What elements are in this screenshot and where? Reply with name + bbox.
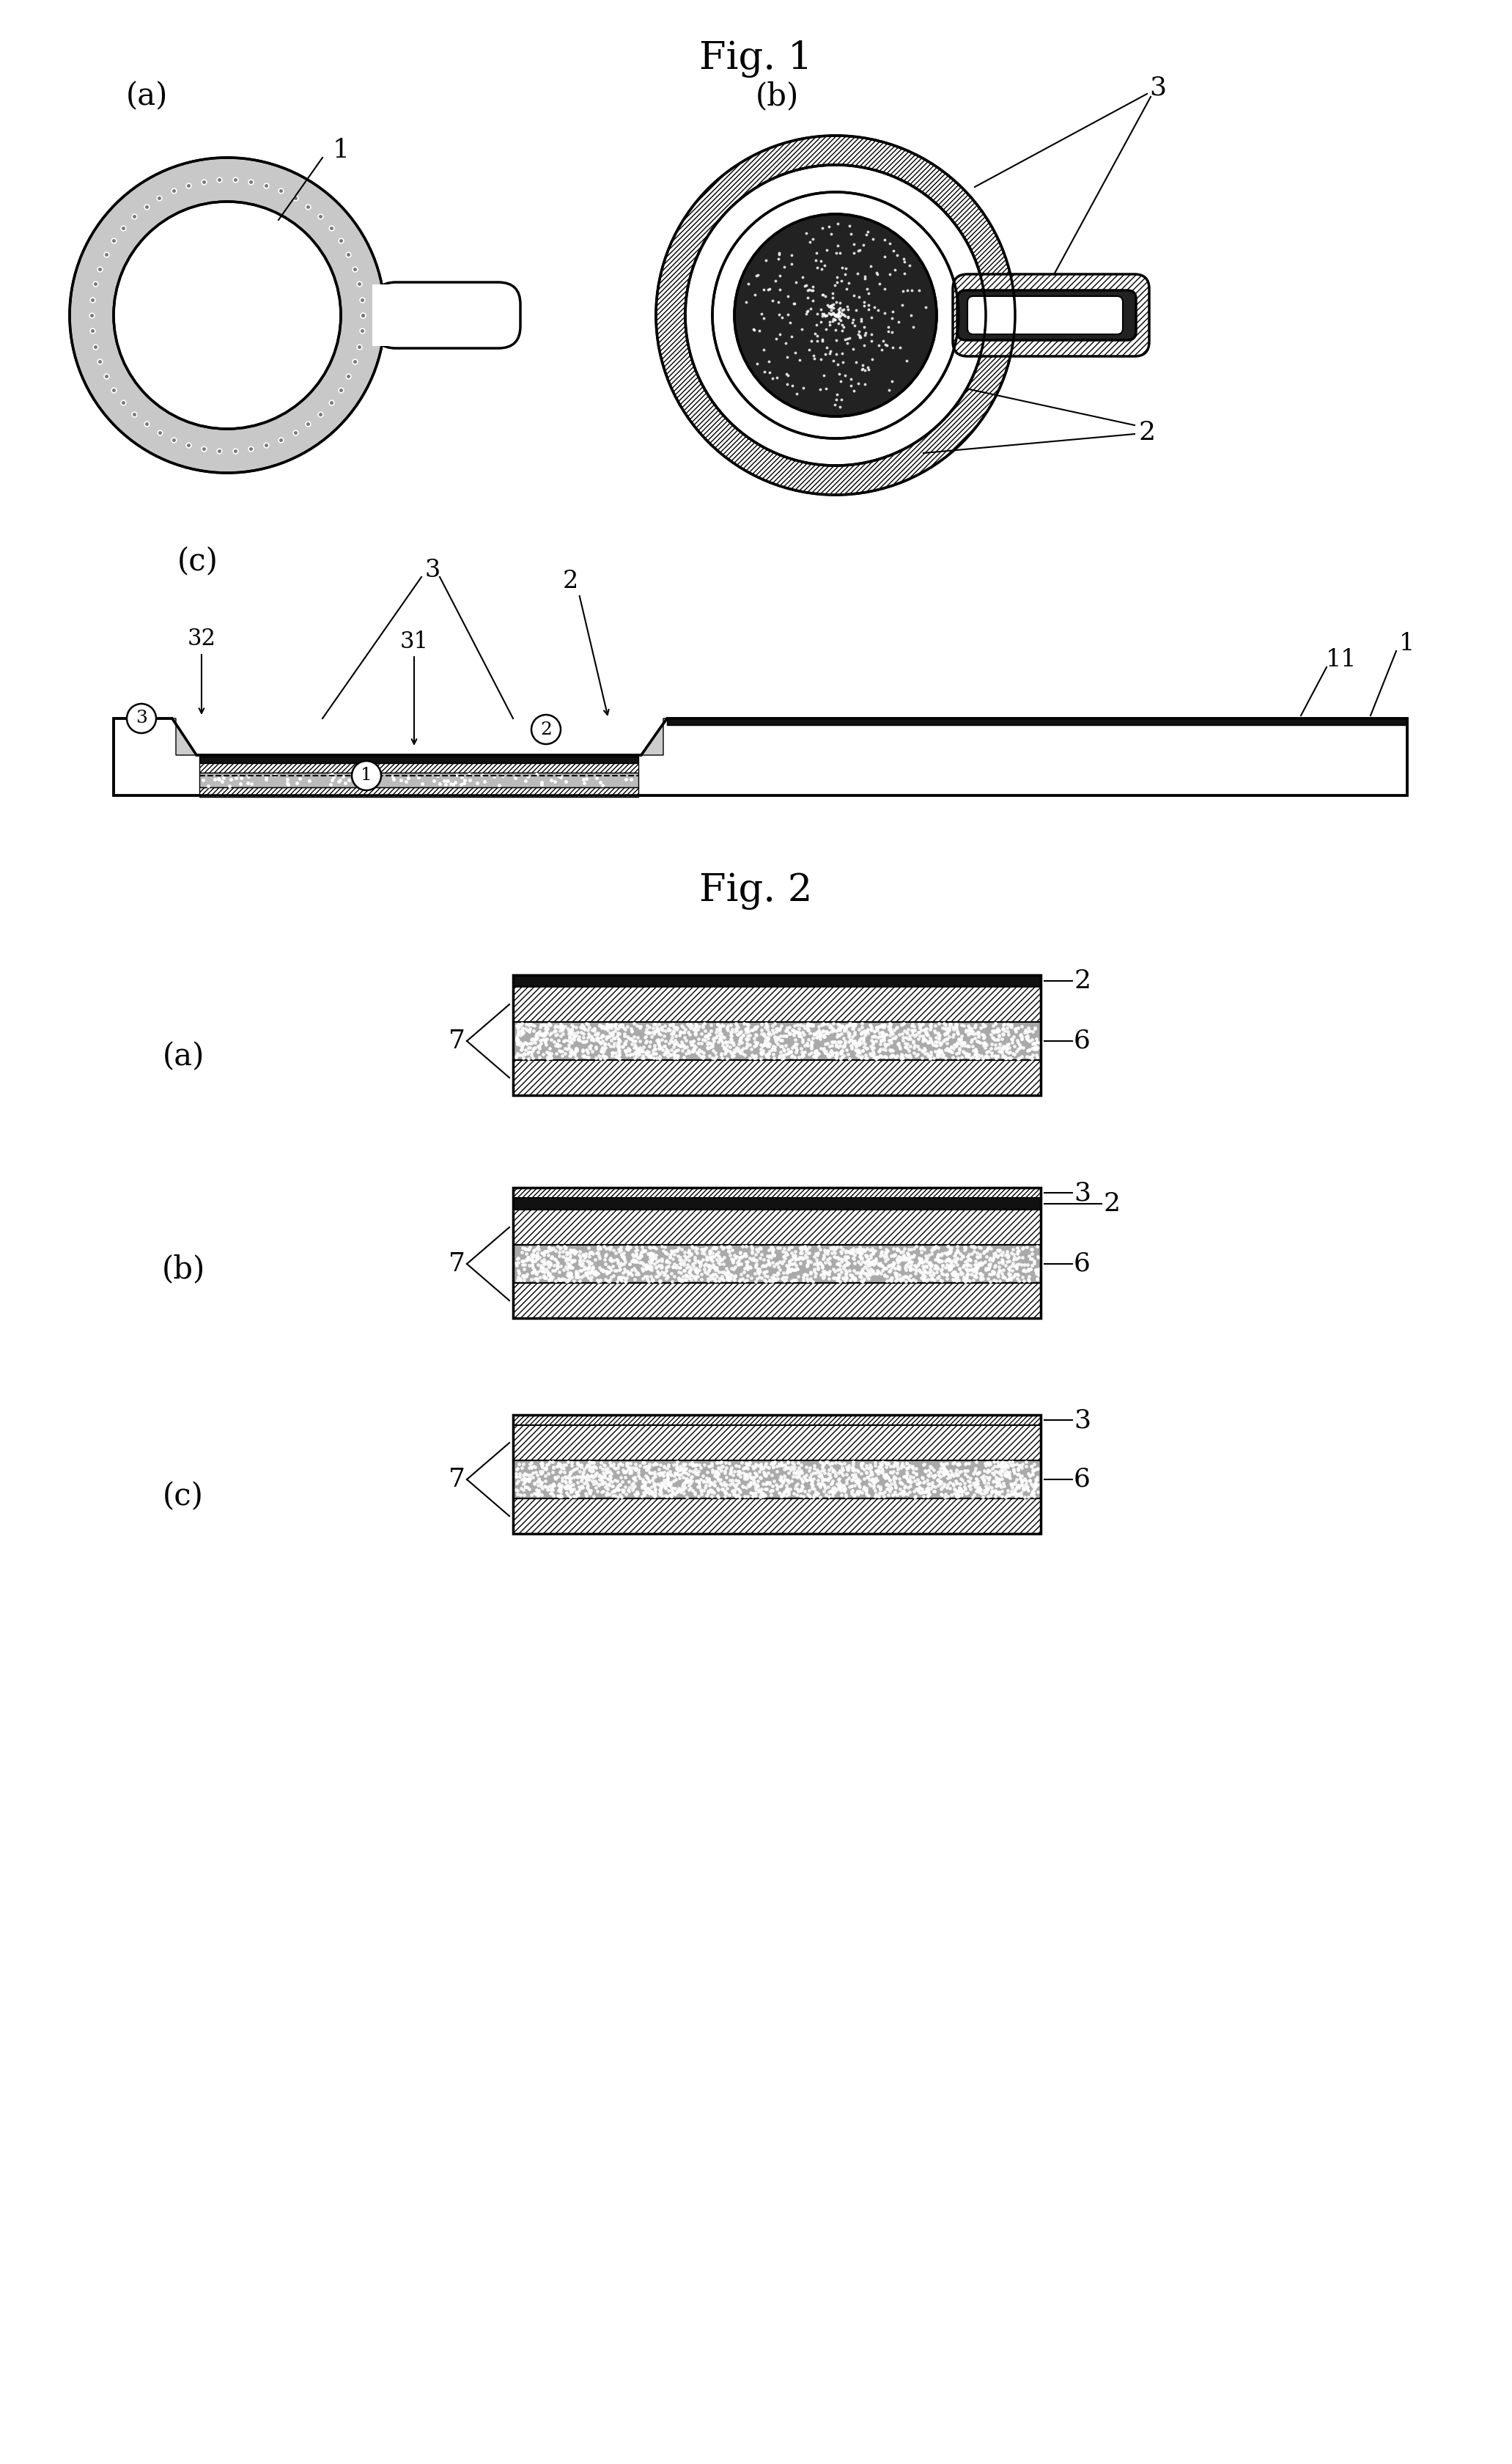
Text: 3: 3	[1074, 1180, 1090, 1205]
Text: (b): (b)	[162, 1254, 206, 1284]
Polygon shape	[172, 719, 197, 754]
Bar	[200, 764, 638, 774]
Circle shape	[127, 705, 156, 734]
FancyBboxPatch shape	[953, 274, 1149, 357]
Text: 3: 3	[1149, 76, 1166, 101]
Text: Fig. 1: Fig. 1	[699, 39, 812, 79]
Bar	[513, 1461, 1040, 1498]
Bar	[513, 1284, 1040, 1318]
Text: 7: 7	[449, 1252, 466, 1276]
FancyBboxPatch shape	[373, 283, 520, 347]
Text: 11: 11	[1326, 648, 1356, 673]
Text: 5: 5	[246, 761, 260, 786]
Bar	[513, 976, 1040, 1096]
Circle shape	[352, 761, 381, 791]
Text: 2: 2	[1104, 1190, 1120, 1217]
Text: 2: 2	[1139, 419, 1155, 446]
Text: 7: 7	[449, 1027, 466, 1055]
Bar	[513, 1244, 1040, 1284]
Text: 1: 1	[333, 138, 349, 163]
Bar	[513, 976, 1040, 986]
Polygon shape	[641, 719, 667, 754]
Text: 2: 2	[562, 569, 578, 594]
FancyBboxPatch shape	[957, 291, 1136, 340]
Text: (c): (c)	[163, 1481, 204, 1513]
Text: 3: 3	[136, 710, 147, 727]
Text: 2: 2	[540, 722, 552, 737]
Bar	[200, 788, 638, 796]
Bar	[513, 1188, 1040, 1198]
Text: (c): (c)	[177, 547, 218, 577]
Bar	[200, 774, 638, 788]
Text: 4: 4	[513, 764, 528, 786]
Bar	[513, 1424, 1040, 1461]
Text: 31: 31	[399, 631, 428, 653]
Text: 6: 6	[1074, 1466, 1090, 1491]
Bar	[513, 1060, 1040, 1096]
Text: 1: 1	[1400, 631, 1415, 655]
Bar	[200, 756, 638, 764]
Bar	[513, 986, 1040, 1023]
Text: (a): (a)	[162, 1040, 204, 1072]
Bar	[513, 1414, 1040, 1533]
Text: 7: 7	[449, 1466, 466, 1491]
Bar	[513, 1498, 1040, 1533]
FancyBboxPatch shape	[968, 296, 1123, 335]
Bar	[513, 1210, 1040, 1244]
Text: 3: 3	[1074, 1407, 1090, 1432]
Bar	[667, 719, 1408, 724]
Text: 6: 6	[1074, 1252, 1090, 1276]
Bar	[513, 1198, 1040, 1210]
Text: 6: 6	[1074, 1027, 1090, 1055]
Bar	[513, 1414, 1040, 1424]
Text: 3: 3	[425, 559, 440, 582]
Polygon shape	[113, 719, 1408, 796]
Text: (b): (b)	[754, 81, 798, 111]
Text: 1: 1	[361, 766, 372, 784]
Text: 2: 2	[1074, 968, 1090, 993]
Text: (a): (a)	[125, 81, 168, 111]
Circle shape	[531, 715, 561, 744]
Bar	[513, 1023, 1040, 1060]
Circle shape	[735, 214, 936, 416]
Bar	[372, 283, 413, 345]
Text: 32: 32	[187, 628, 216, 650]
Text: Fig. 2: Fig. 2	[699, 872, 812, 909]
Bar	[513, 1188, 1040, 1318]
